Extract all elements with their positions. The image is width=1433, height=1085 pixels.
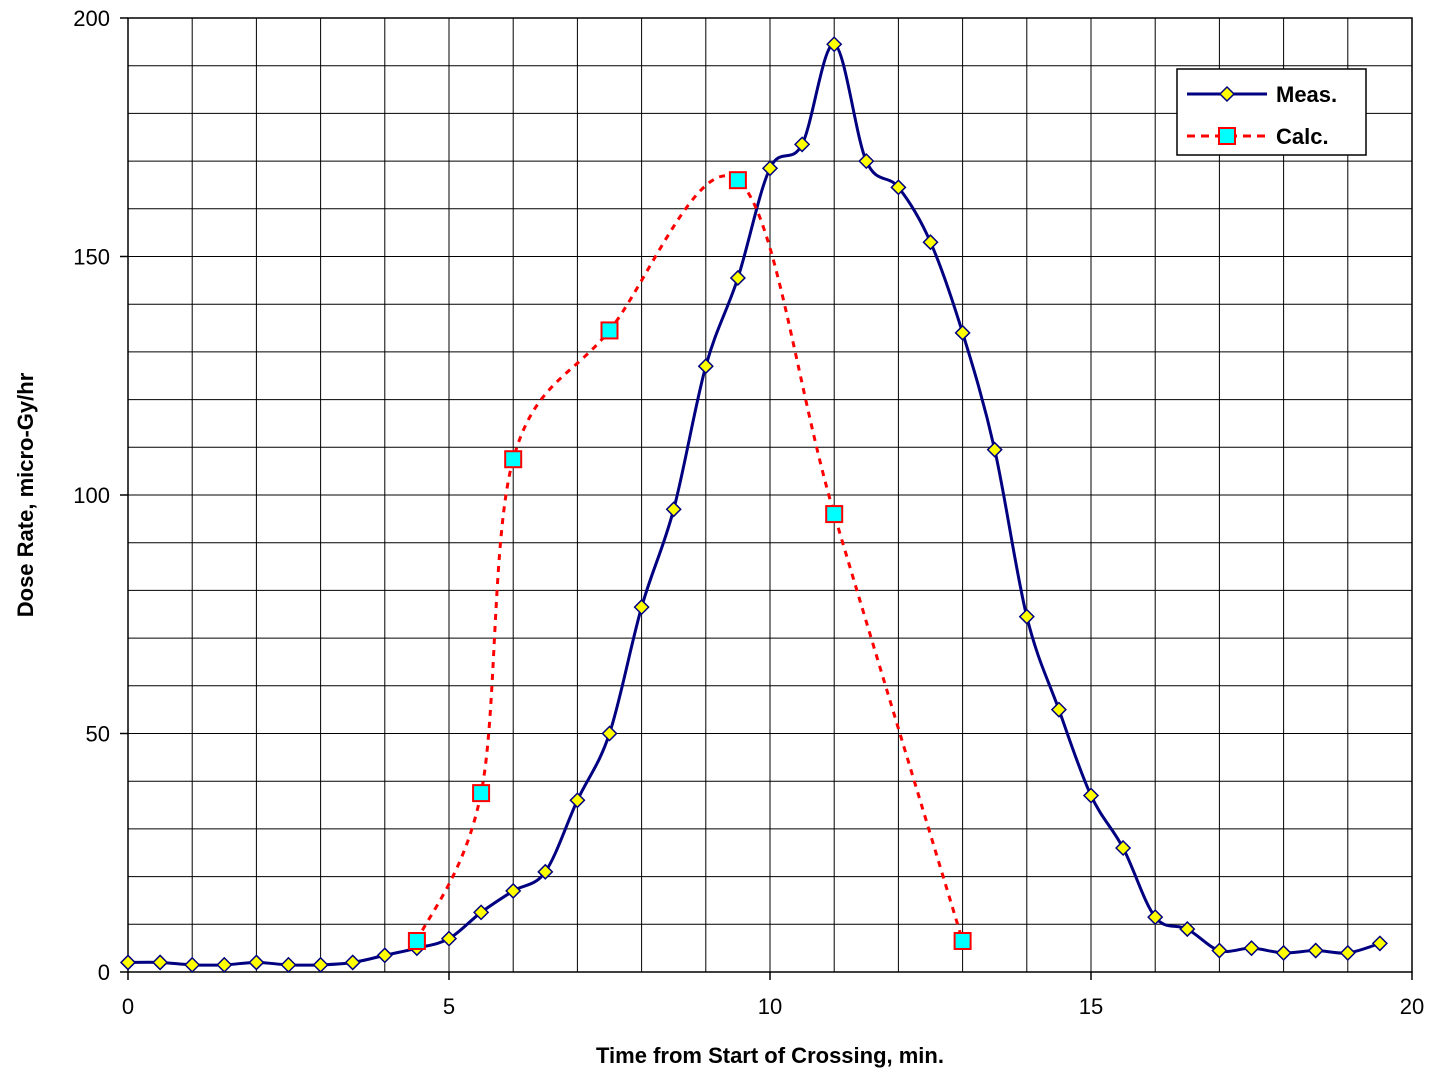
x-tick-label: 5 — [443, 994, 455, 1019]
data-point-meas — [376, 947, 393, 964]
data-point-meas — [473, 904, 490, 921]
data-point-meas — [312, 956, 329, 973]
series-calc — [407, 171, 972, 950]
legend-label-meas-: Meas. — [1276, 82, 1337, 107]
x-tick-label: 0 — [122, 994, 134, 1019]
data-point-meas — [505, 882, 522, 899]
data-point-meas — [1307, 942, 1324, 959]
data-point-meas — [1275, 944, 1292, 961]
y-axis-title: Dose Rate, micro-Gy/hr — [13, 372, 38, 617]
data-point-calc — [953, 931, 972, 950]
data-point-meas — [890, 179, 907, 196]
data-point-meas — [248, 954, 265, 971]
data-point-calc — [600, 321, 619, 340]
series-line-meas — [127, 42, 1381, 967]
data-point-meas — [537, 863, 554, 880]
data-point-meas — [986, 441, 1003, 458]
data-point-meas — [633, 599, 650, 616]
grid-lines — [128, 18, 1412, 972]
data-point-calc — [504, 450, 523, 469]
data-point-meas — [1082, 787, 1100, 804]
data-point-meas — [1018, 608, 1035, 625]
data-point-meas — [729, 269, 746, 287]
data-point-meas — [922, 234, 939, 251]
data-point-meas — [216, 956, 233, 973]
data-point-meas — [1147, 909, 1164, 926]
x-axis-title: Time from Start of Crossing, min. — [596, 1043, 944, 1068]
data-point-meas — [826, 36, 843, 53]
y-tick-label: 50 — [86, 722, 110, 747]
data-point-meas — [1371, 935, 1388, 952]
data-point-meas — [569, 792, 586, 809]
y-tick-label: 0 — [98, 960, 110, 985]
data-point-meas — [858, 153, 875, 170]
data-point-meas — [280, 956, 297, 973]
series-line-calc — [415, 174, 965, 942]
legend-marker-meas- — [1218, 85, 1236, 103]
data-point-meas — [954, 324, 971, 341]
data-point-meas — [152, 954, 169, 971]
data-point-meas — [1179, 921, 1196, 938]
data-point-meas — [184, 956, 201, 973]
x-tick-label: 15 — [1079, 994, 1103, 1019]
data-point-meas — [344, 954, 361, 971]
data-point-calc — [407, 931, 426, 950]
x-tick-label: 10 — [758, 994, 782, 1019]
data-point-meas — [601, 725, 618, 742]
legend: Meas. Calc. — [1176, 68, 1367, 156]
series-meas — [119, 36, 1388, 973]
data-point-meas — [440, 930, 458, 947]
data-point-meas — [761, 160, 779, 177]
legend-box — [1176, 68, 1367, 156]
y-tick-label: 100 — [73, 483, 110, 508]
legend-marker-calc- — [1218, 127, 1236, 145]
data-point-calc — [825, 505, 844, 524]
data-point-meas — [119, 954, 137, 971]
data-point-meas — [1050, 701, 1067, 718]
legend-label-calc-: Calc. — [1276, 124, 1329, 149]
data-point-meas — [1211, 942, 1228, 959]
y-tick-label: 150 — [73, 245, 110, 270]
data-point-meas — [697, 358, 714, 375]
data-point-calc — [728, 171, 747, 190]
data-point-meas — [794, 136, 811, 153]
data-point-meas — [665, 501, 682, 518]
data-point-calc — [472, 784, 491, 803]
y-tick-label: 200 — [73, 6, 110, 31]
data-point-meas — [1339, 944, 1356, 961]
data-point-meas — [1243, 940, 1260, 957]
series-layer — [119, 36, 1388, 973]
data-point-meas — [1115, 839, 1132, 857]
legend-entries: Meas. Calc. — [1187, 82, 1337, 149]
x-tick-label: 20 — [1400, 994, 1424, 1019]
